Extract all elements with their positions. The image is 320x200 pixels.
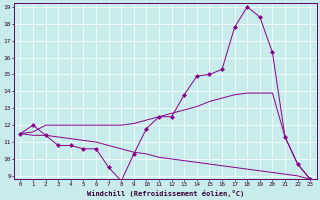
X-axis label: Windchill (Refroidissement éolien,°C): Windchill (Refroidissement éolien,°C) <box>87 190 244 197</box>
